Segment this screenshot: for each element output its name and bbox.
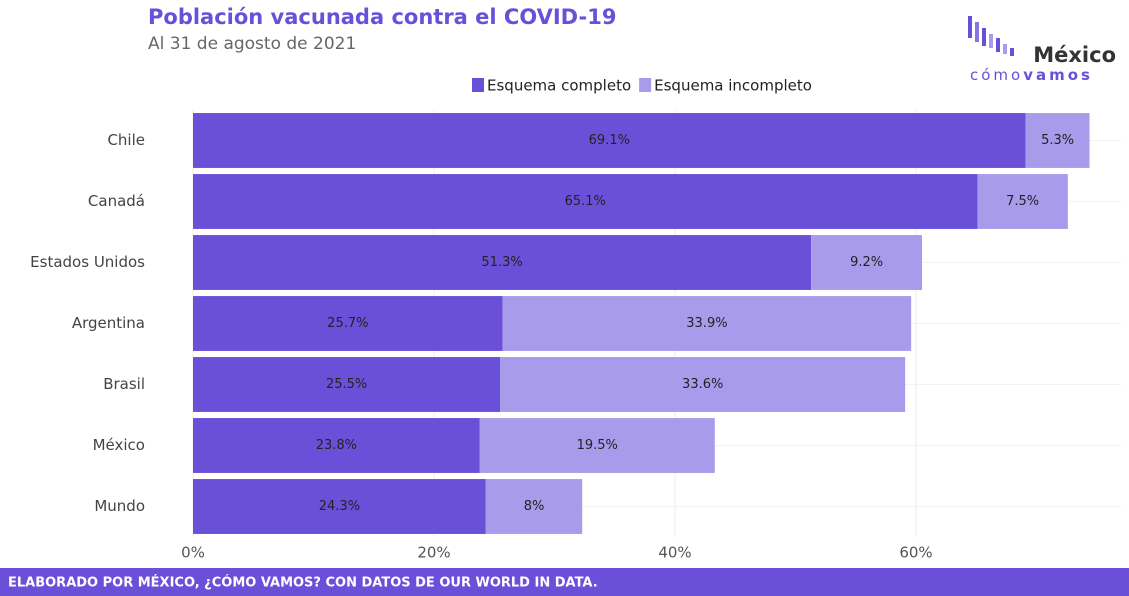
x-tick-label: 20%	[417, 544, 450, 562]
x-tick-label: 40%	[658, 544, 691, 562]
bar	[479, 418, 715, 473]
data-label: 33.6%	[682, 377, 723, 392]
data-label: 7.5%	[1006, 194, 1039, 209]
bar	[502, 296, 912, 351]
bar	[193, 479, 486, 534]
chart-title: Población vacunada contra el COVID-19	[148, 5, 616, 29]
legend-swatch	[639, 78, 652, 92]
y-tick-label: Chile	[107, 131, 145, 149]
data-label: 8%	[524, 499, 545, 514]
footer-band	[0, 568, 1129, 596]
data-label: 65.1%	[565, 194, 606, 209]
data-label: 19.5%	[577, 438, 618, 453]
footer: ELABORADO POR MÉXICO, ¿CÓMO VAMOS? CON D…	[8, 575, 598, 591]
logo: México cómovamos	[968, 16, 1116, 84]
y-tick-label: Mundo	[94, 497, 145, 515]
logo-bar	[989, 34, 993, 48]
bar	[193, 357, 501, 412]
data-label: 24.3%	[319, 499, 360, 514]
bar	[977, 174, 1068, 229]
logo-bar	[996, 38, 1000, 52]
data-label: 51.3%	[481, 255, 522, 270]
x-tick-label: 0%	[181, 544, 205, 562]
legend-swatch	[472, 78, 484, 92]
data-label: 33.9%	[686, 316, 727, 331]
bar	[500, 357, 906, 412]
logo-tagline-2: vamos	[1023, 66, 1093, 84]
bar	[193, 174, 978, 229]
data-label: 9.2%	[850, 255, 883, 270]
data-label: 5.3%	[1041, 133, 1074, 148]
logo-bar	[975, 22, 979, 42]
x-tick-label: 60%	[899, 544, 932, 562]
y-tick-label: Canadá	[88, 192, 145, 210]
logo-bar	[982, 28, 986, 46]
y-tick-label: Estados Unidos	[30, 253, 145, 271]
bar	[193, 296, 503, 351]
bar	[193, 113, 1026, 168]
y-tick-label: Argentina	[72, 314, 145, 332]
bar	[1025, 113, 1090, 168]
y-tick-label: Brasil	[103, 375, 145, 393]
logo-tagline-1: cómo	[970, 66, 1023, 84]
logo-bar	[968, 16, 972, 38]
logo-bar	[1003, 44, 1007, 54]
logo-tagline: cómovamos	[970, 66, 1093, 84]
data-label: 23.8%	[316, 438, 357, 453]
logo-name: México	[1033, 43, 1116, 67]
data-label: 25.7%	[327, 316, 368, 331]
bar	[485, 479, 583, 534]
data-label: 25.5%	[326, 377, 367, 392]
logo-bar	[1010, 48, 1014, 56]
chart-subtitle: Al 31 de agosto de 2021	[148, 34, 356, 54]
legend-label: Esquema incompleto	[654, 77, 812, 95]
y-tick-label: México	[93, 436, 145, 454]
bar	[193, 418, 480, 473]
legend-label: Esquema completo	[487, 77, 631, 95]
bar	[811, 235, 923, 290]
bar	[193, 235, 812, 290]
data-label: 69.1%	[589, 133, 630, 148]
